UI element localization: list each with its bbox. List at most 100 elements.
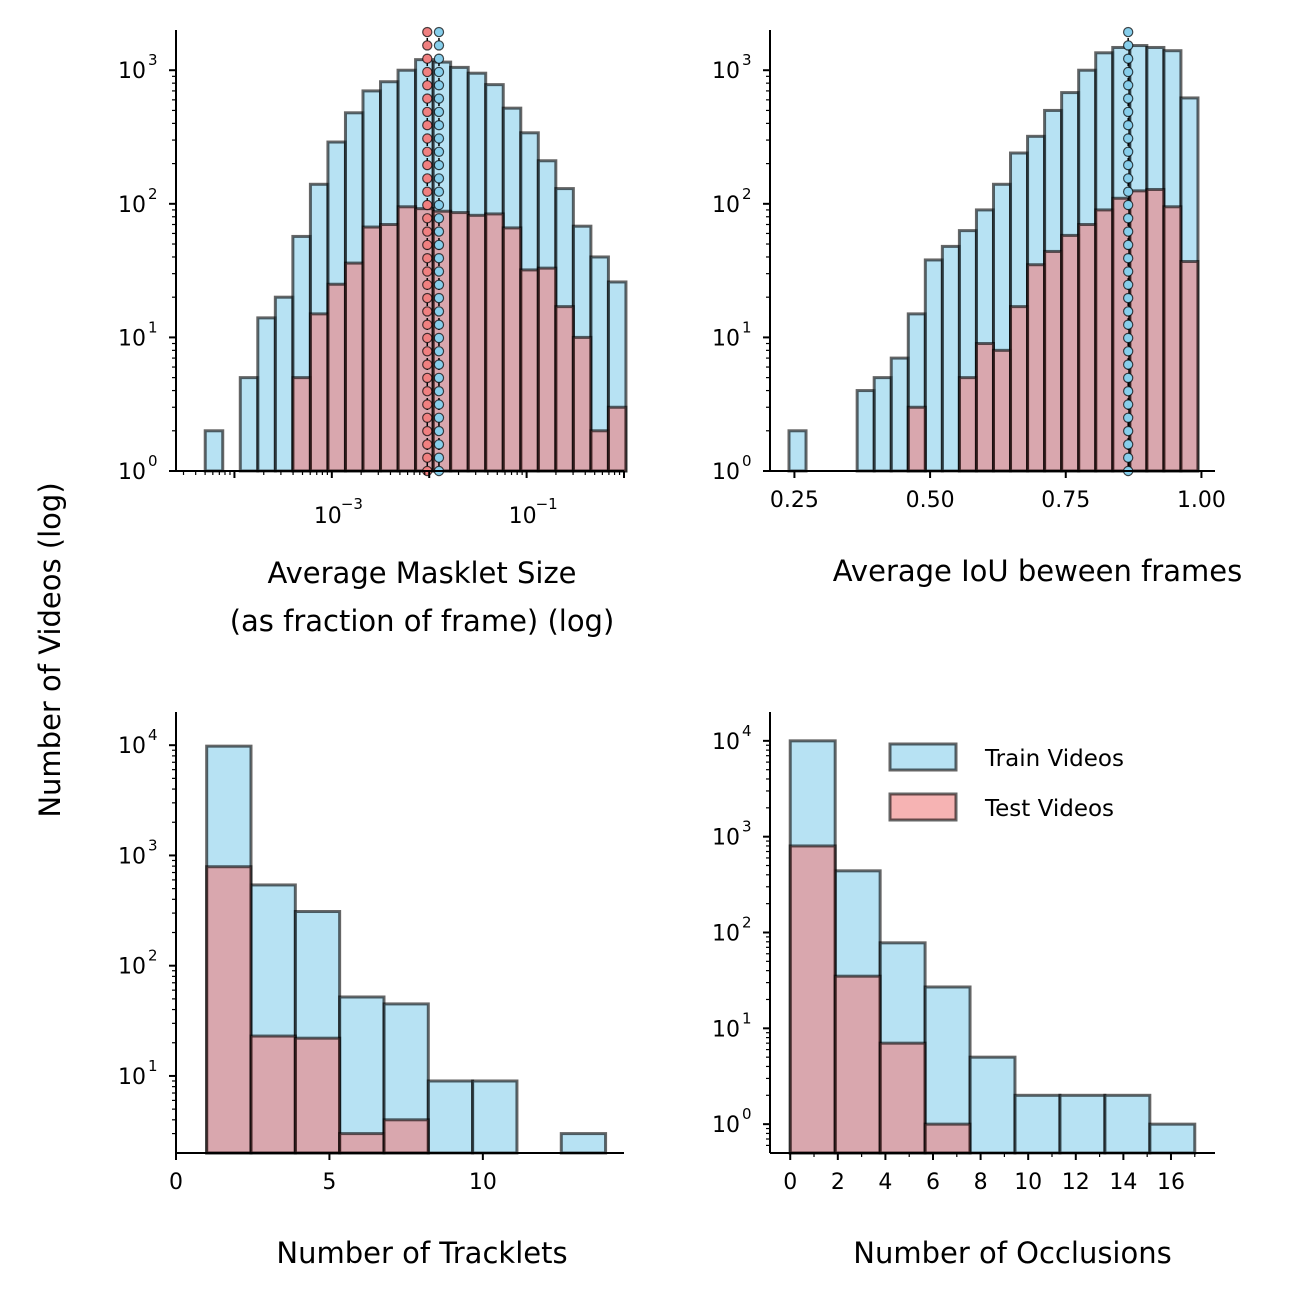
median-test-dot: [422, 319, 433, 330]
median-test-dot: [422, 279, 433, 290]
y-tick-label: 10: [118, 955, 146, 980]
y-tick-label: 10: [712, 460, 740, 485]
median-train-dot: [1122, 146, 1134, 157]
x-tick-label: 0.50: [906, 488, 955, 513]
test-bar: [571, 335, 593, 473]
test-bar: [833, 974, 882, 1155]
median-train-dot: [1122, 319, 1134, 330]
median-train-dot: [1122, 53, 1134, 64]
median-test-dot: [422, 412, 433, 423]
median-train-dot: [433, 279, 445, 290]
y-tick-exponent: 1: [742, 1009, 752, 1027]
test-bar: [606, 405, 628, 473]
x-tick-exponent: −3: [341, 495, 363, 513]
y-tick-exponent: 4: [148, 726, 158, 744]
x-tick-label: 0: [783, 1170, 797, 1195]
test-bar: [1094, 208, 1115, 473]
train-bar: [1148, 1122, 1197, 1155]
median-train-dot: [1122, 359, 1134, 370]
median-train-dot: [1122, 226, 1134, 237]
median-train-dot: [433, 53, 445, 64]
y-tick-exponent: 0: [742, 1105, 752, 1123]
x-tick-label: 8: [974, 1170, 988, 1195]
train-bar: [203, 429, 225, 473]
x-tick-label: 14: [1109, 1170, 1137, 1195]
test-bar: [878, 1041, 927, 1155]
y-tick-exponent: 3: [148, 836, 158, 854]
x-axis-label: Average IoU beween frames: [833, 554, 1242, 588]
median-train-dot: [433, 133, 445, 144]
train-bar: [471, 1079, 519, 1155]
test-bar: [788, 844, 837, 1155]
median-train-dot: [1122, 239, 1134, 251]
legend-swatch-train: [888, 742, 958, 772]
x-tick-label: 0.75: [1041, 488, 1090, 513]
y-tick-label: 10: [118, 59, 146, 84]
train-bar: [1013, 1093, 1062, 1155]
x-tick-label: 10: [1014, 1170, 1042, 1195]
median-train-dot: [433, 425, 445, 437]
test-bar: [554, 305, 575, 473]
x-tick-label: 5: [322, 1170, 336, 1195]
median-train-dot: [433, 399, 445, 410]
test-bar: [501, 226, 523, 473]
y-tick-exponent: 1: [148, 318, 158, 336]
y-tick-exponent: 0: [148, 452, 158, 470]
median-test-dot: [422, 439, 433, 450]
median-train-dot: [1122, 399, 1134, 410]
test-bar: [249, 1034, 297, 1155]
x-tick-label: 10: [509, 504, 537, 529]
y-tick-label: 10: [712, 1017, 740, 1042]
median-train-dot: [1122, 292, 1134, 304]
median-train-dot: [1122, 306, 1134, 317]
median-train-dot: [433, 80, 445, 91]
median-test-dot: [422, 346, 433, 357]
median-train-dot: [433, 452, 445, 463]
train-bar: [273, 295, 295, 473]
test-bar: [974, 342, 995, 473]
median-test-dot: [422, 66, 433, 78]
y-tick-exponent: 2: [742, 185, 752, 203]
median-train-dot: [1122, 173, 1134, 184]
shared-y-axis-label: Number of Videos (log): [33, 482, 67, 817]
median-train-dot: [433, 359, 445, 370]
median-test-dot: [422, 332, 433, 344]
y-tick-label: 10: [118, 734, 146, 759]
median-test-dot: [422, 119, 433, 131]
train-bar: [889, 356, 910, 473]
x-tick-label: 1.00: [1177, 488, 1226, 513]
x-axis-label: Number of Occlusions: [853, 1236, 1171, 1270]
median-test-dot: [422, 306, 433, 317]
median-test-dot: [422, 359, 433, 370]
median-train-dot: [1122, 106, 1134, 118]
median-train-dot: [433, 412, 445, 423]
y-tick-label: 10: [712, 1113, 740, 1138]
y-tick-exponent: 2: [742, 914, 752, 932]
median-test-dot: [422, 226, 433, 237]
median-test-dot: [422, 159, 433, 171]
train-bar: [559, 1132, 608, 1155]
median-train-dot: [433, 26, 445, 38]
median-test-dot: [422, 199, 433, 211]
y-tick-label: 10: [118, 193, 146, 218]
median-test-dot: [422, 133, 433, 144]
median-test-dot: [422, 292, 433, 304]
test-bar: [1026, 263, 1047, 473]
median-test-dot: [422, 239, 433, 251]
y-tick-label: 10: [712, 193, 740, 218]
median-train-dot: [433, 66, 445, 78]
median-train-dot: [433, 439, 445, 450]
median-train-dot: [1122, 266, 1134, 277]
median-train-dot: [433, 119, 445, 131]
median-test-dot: [422, 146, 433, 157]
train-bar: [1103, 1093, 1152, 1155]
median-train-dot: [1122, 346, 1134, 357]
y-tick-exponent: 3: [148, 51, 158, 69]
legend-swatch-test: [888, 792, 958, 822]
train-bar: [238, 376, 260, 473]
median-train-dot: [433, 40, 445, 51]
test-bar: [308, 312, 330, 473]
